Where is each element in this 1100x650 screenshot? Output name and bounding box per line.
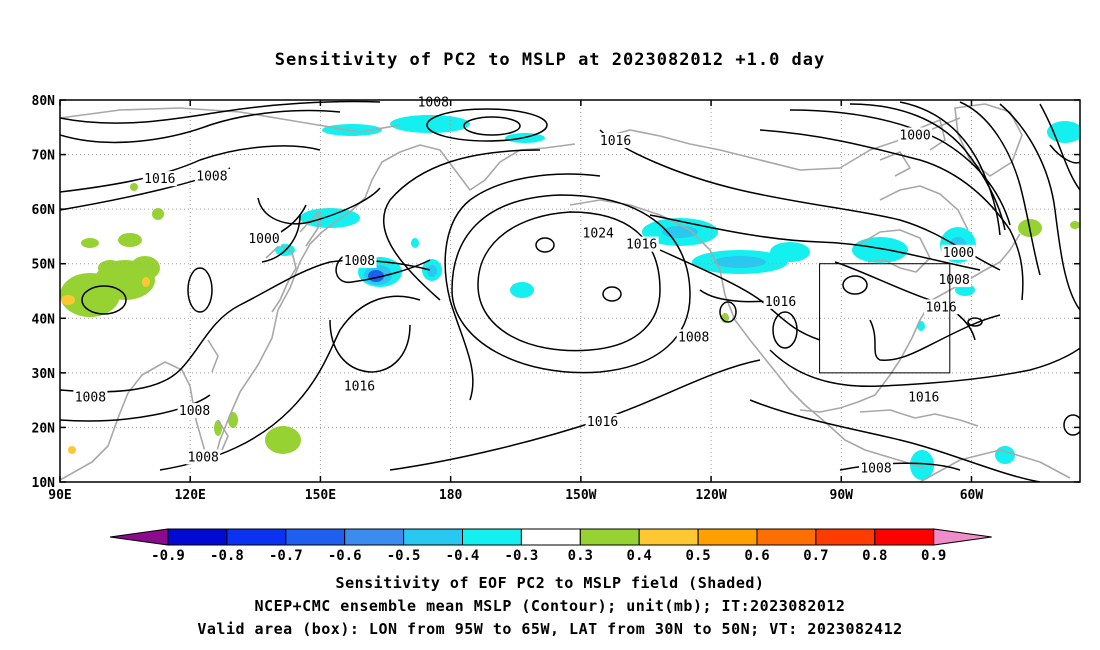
contour-label: 1000 — [943, 246, 974, 261]
colorbar-swatch — [167, 528, 228, 546]
caption-line-2: NCEP+CMC ensemble mean MSLP (Contour); u… — [254, 597, 846, 615]
colorbar-swatch — [520, 528, 581, 546]
lon-tick-label: 150E — [305, 488, 336, 503]
colorbar-label: -0.7 — [269, 548, 303, 564]
map-title: Sensitivity of PC2 to MSLP at 2023082012… — [274, 50, 826, 70]
contour-label: 1008 — [75, 390, 106, 405]
positive-sensitivity-areas — [60, 183, 1080, 454]
contour-label: 1016 — [626, 238, 657, 253]
colorbar-swatch — [403, 528, 464, 546]
lon-tick-label: 120W — [695, 488, 726, 503]
colorbar-label: 0.4 — [627, 548, 652, 564]
contour-label: 1008 — [678, 330, 709, 345]
colorbar-label: -0.6 — [328, 548, 362, 564]
lat-tick-label: 70N — [32, 149, 56, 164]
contour-label: 1008 — [344, 254, 375, 269]
contour-label: 1008 — [938, 273, 969, 288]
contour-label: 1016 — [925, 300, 956, 315]
colorbar-swatch — [226, 528, 287, 546]
colorbar-label: 0.7 — [803, 548, 828, 564]
lon-tick-label: 120E — [175, 488, 206, 503]
colorbar-swatch — [756, 528, 817, 546]
plot-frame — [59, 99, 1081, 483]
colorbar-label: -0.8 — [210, 548, 244, 564]
contour-label: 1008 — [188, 450, 219, 465]
contour-label: 1008 — [418, 96, 449, 111]
lon-tick-label: 180 — [439, 488, 463, 503]
lat-tick-label: 60N — [32, 203, 56, 218]
contour-label: 1024 — [583, 227, 614, 242]
contour-label: 1016 — [600, 134, 631, 149]
caption-line-3: Valid area (box): LON from 95W to 65W, L… — [197, 620, 903, 638]
contour-label: 1016 — [587, 415, 618, 430]
lon-tick-label: 150W — [565, 488, 596, 503]
contour-label: 1016 — [144, 172, 175, 187]
contour-label: 1016 — [908, 390, 939, 405]
contour-label: 1016 — [344, 380, 375, 395]
colorbar-swatch — [697, 528, 758, 546]
caption-line-1: Sensitivity of EOF PC2 to MSLP field (Sh… — [335, 574, 765, 592]
colorbar-label: 0.5 — [685, 548, 710, 564]
negative-sensitivity-areas — [275, 115, 1080, 480]
lat-tick-label: 50N — [32, 258, 56, 273]
lat-tick-label: 20N — [32, 421, 56, 436]
lon-tick-label: 60W — [960, 488, 984, 503]
colorbar: -0.9 -0.8 -0.7 -0.6 -0.5 -0.4 -0.3 0.3 0.4 0.5 0.6… — [109, 528, 992, 564]
colorbar-swatch — [285, 528, 346, 546]
colorbar-label: 0.6 — [744, 548, 769, 564]
coastlines — [60, 103, 1071, 482]
contour-label: 1008 — [860, 461, 891, 476]
colorbar-swatch — [874, 528, 935, 546]
colorbar-swatch — [815, 528, 876, 546]
colorbar-label: -0.5 — [387, 548, 421, 564]
positive-sensitivity-cores — [61, 277, 150, 454]
contour-label: 1000 — [899, 128, 930, 143]
valid-area-box — [819, 263, 951, 374]
contour-label: 1000 — [248, 232, 279, 247]
colorbar-label: 0.9 — [921, 548, 946, 564]
lat-tick-label: 30N — [32, 367, 56, 382]
colorbar-label: -0.4 — [446, 548, 480, 564]
lon-tick-label: 90W — [830, 488, 854, 503]
colorbar-label: 0.8 — [862, 548, 887, 564]
map-axes: 90E 120E 150E 180 150W 120W 90W 60W 80N 70N 60N 50N… — [32, 94, 1080, 503]
contour-label: 1008 — [196, 169, 227, 184]
contour-label: 1008 — [179, 404, 210, 419]
lat-tick-label: 10N — [32, 476, 56, 491]
colorbar-label: -0.9 — [151, 548, 185, 564]
lat-tick-label: 40N — [32, 312, 56, 327]
colorbar-swatch — [344, 528, 405, 546]
lat-tick-label: 80N — [32, 94, 56, 109]
colorbar-swatch — [462, 528, 522, 546]
colorbar-label: 0.3 — [568, 548, 593, 564]
contour-label: 1016 — [765, 295, 796, 310]
colorbar-low-triangle — [109, 528, 169, 546]
colorbar-label: -0.3 — [505, 548, 539, 564]
colorbar-swatch — [579, 528, 640, 546]
lat-lon-grid — [60, 100, 1080, 482]
colorbar-high-triangle — [933, 528, 992, 546]
colorbar-swatch — [638, 528, 699, 546]
lon-tick-label: 90E — [48, 488, 71, 503]
